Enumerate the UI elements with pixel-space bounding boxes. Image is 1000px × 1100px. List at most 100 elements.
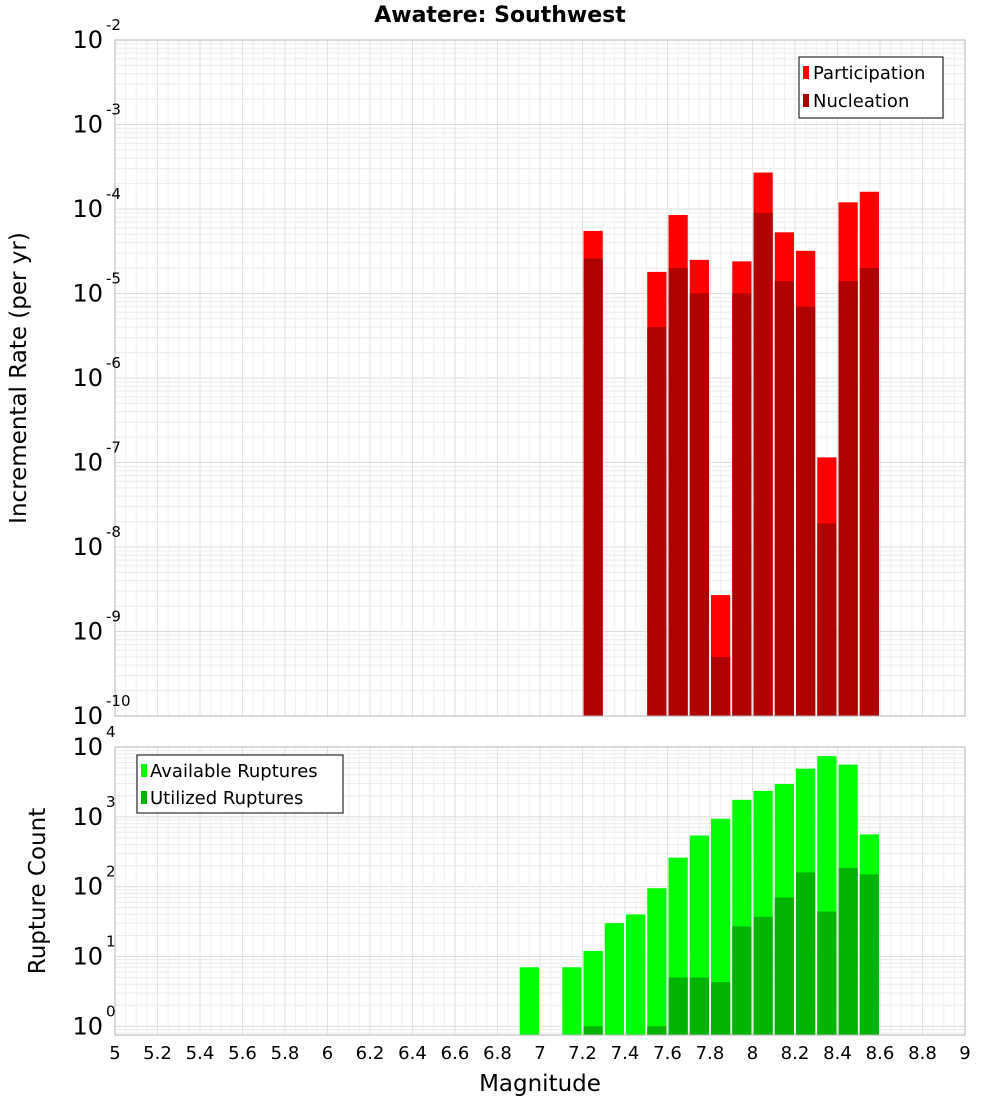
bottom-bar-series-2 <box>647 1026 667 1035</box>
bottom-y-tick-exponent: 3 <box>106 793 116 811</box>
x-tick-label: 8.8 <box>908 1043 937 1064</box>
bottom-bar-series-2 <box>711 982 731 1035</box>
x-tick-label: 7.4 <box>611 1043 640 1064</box>
x-tick-label: 7.6 <box>653 1043 682 1064</box>
top-y-tick-base: 10 <box>72 280 103 308</box>
x-tick-label: 5.6 <box>228 1043 257 1064</box>
top-bar-series-2 <box>753 212 773 716</box>
top-bar-series-2 <box>817 523 837 716</box>
top-bar-series-2 <box>774 281 794 716</box>
top-y-tick-base: 10 <box>72 533 103 561</box>
top-y-axis-label: Incremental Rate (per yr) <box>6 232 32 524</box>
bottom-y-tick-exponent: 1 <box>106 932 116 950</box>
top-bar-series-2 <box>859 268 879 716</box>
bottom-bar-series-2 <box>859 874 879 1035</box>
bottom-y-tick-exponent: 4 <box>106 723 116 741</box>
top-y-tick-base: 10 <box>72 364 103 392</box>
top-bar-series-2 <box>689 293 709 716</box>
bottom-y-tick-exponent: 0 <box>106 1002 116 1020</box>
top-y-tick-base: 10 <box>72 618 103 646</box>
bottom-bar-series-2 <box>689 977 709 1035</box>
bottom-y-tick-base: 10 <box>72 733 103 761</box>
top-plot-frame <box>114 39 966 717</box>
nucleation-legend-swatch <box>803 94 809 107</box>
bottom-bar-series-1 <box>562 967 582 1035</box>
x-tick-label: 6 <box>322 1043 333 1064</box>
x-tick-label: 7.2 <box>568 1043 597 1064</box>
chart-title: Awatere: Southwest <box>374 3 626 28</box>
bottom-y-axis-label: Rupture Count <box>25 808 51 974</box>
bottom-bar-series-2 <box>732 926 752 1035</box>
top-bar-series-2 <box>711 656 731 716</box>
x-tick-label: 8 <box>747 1043 758 1064</box>
bottom-bar-series-1 <box>519 967 539 1035</box>
x-tick-label: 7 <box>534 1043 545 1064</box>
bottom-y-tick-base: 10 <box>72 1012 103 1040</box>
x-tick-label: 6.8 <box>483 1043 512 1064</box>
top-y-tick-exponent: -5 <box>106 270 121 288</box>
top-y-tick-base: 10 <box>72 449 103 477</box>
top-bar-series-2 <box>796 306 816 716</box>
top-y-tick-exponent: -9 <box>106 608 121 626</box>
top-y-tick-exponent: -6 <box>106 354 121 372</box>
x-tick-label: 5.4 <box>186 1043 215 1064</box>
top-y-tick-exponent: -10 <box>106 692 131 710</box>
top-y-tick-base: 10 <box>72 195 103 223</box>
bottom-legend: Available Ruptures Utilized Ruptures <box>136 754 344 814</box>
bottom-bar-series-2 <box>796 872 816 1035</box>
top-bar-series-2 <box>668 268 688 716</box>
top-bar-series-2 <box>732 293 752 716</box>
bottom-bar-series-2 <box>753 916 773 1035</box>
bottom-y-tick-base: 10 <box>72 942 103 970</box>
bottom-bar-series-2 <box>774 897 794 1035</box>
x-tick-label: 7.8 <box>696 1043 725 1064</box>
bottom-bar-series-2 <box>817 911 837 1035</box>
available-legend-swatch <box>141 764 147 777</box>
x-axis-label: Magnitude <box>479 1071 601 1097</box>
top-legend: Participation Nucleation <box>798 56 944 119</box>
top-bars <box>583 172 879 717</box>
bottom-bar-series-2 <box>583 1026 603 1035</box>
top-y-tick-exponent: -3 <box>106 101 121 119</box>
x-tick-label: 5.8 <box>271 1043 300 1064</box>
x-tick-label: 9 <box>959 1043 970 1064</box>
top-bar-series-2 <box>583 258 603 716</box>
top-y-tick-base: 10 <box>72 26 103 54</box>
x-tick-label: 8.6 <box>866 1043 895 1064</box>
bottom-bars <box>519 756 879 1035</box>
top-y-tick-exponent: -2 <box>106 16 121 34</box>
top-y-tick-exponent: -8 <box>106 523 121 541</box>
top-y-tick-exponent: -7 <box>106 439 121 457</box>
x-tick-label: 6.2 <box>356 1043 385 1064</box>
bottom-bar-series-1 <box>647 888 667 1035</box>
utilized-legend-swatch <box>141 791 147 804</box>
x-tick-label: 8.4 <box>823 1043 852 1064</box>
top-y-tick-exponent: -4 <box>106 185 121 203</box>
bottom-bar-series-1 <box>711 818 731 1035</box>
bottom-bar-series-1 <box>604 923 624 1035</box>
participation-legend-label: Participation <box>813 63 925 84</box>
x-tick-label: 5 <box>109 1043 120 1064</box>
bottom-legend-box <box>136 754 344 814</box>
bottom-y-tick-base: 10 <box>72 803 103 831</box>
x-tick-label: 5.2 <box>143 1043 172 1064</box>
bottom-bar-series-1 <box>583 950 603 1035</box>
top-grid <box>114 39 966 717</box>
participation-legend-swatch <box>803 66 809 79</box>
bottom-plot-frame <box>114 746 966 1036</box>
bottom-bar-series-1 <box>626 914 646 1035</box>
bottom-y-tick-base: 10 <box>72 873 103 901</box>
top-y-tick-base: 10 <box>72 702 103 730</box>
x-tick-labels: 5 5.2 5.4 5.6 5.8 6 6.2 6.4 6.6 6.8 7 7.2 7.4 7.6 7.8 8… <box>109 1043 970 1064</box>
available-legend-label: Available Ruptures <box>150 761 318 782</box>
bottom-bar-series-2 <box>838 867 858 1035</box>
top-legend-box <box>798 56 944 119</box>
top-bar-series-2 <box>838 281 858 716</box>
bottom-y-tick-exponent: 2 <box>106 863 116 881</box>
top-y-tick-base: 10 <box>72 111 103 139</box>
